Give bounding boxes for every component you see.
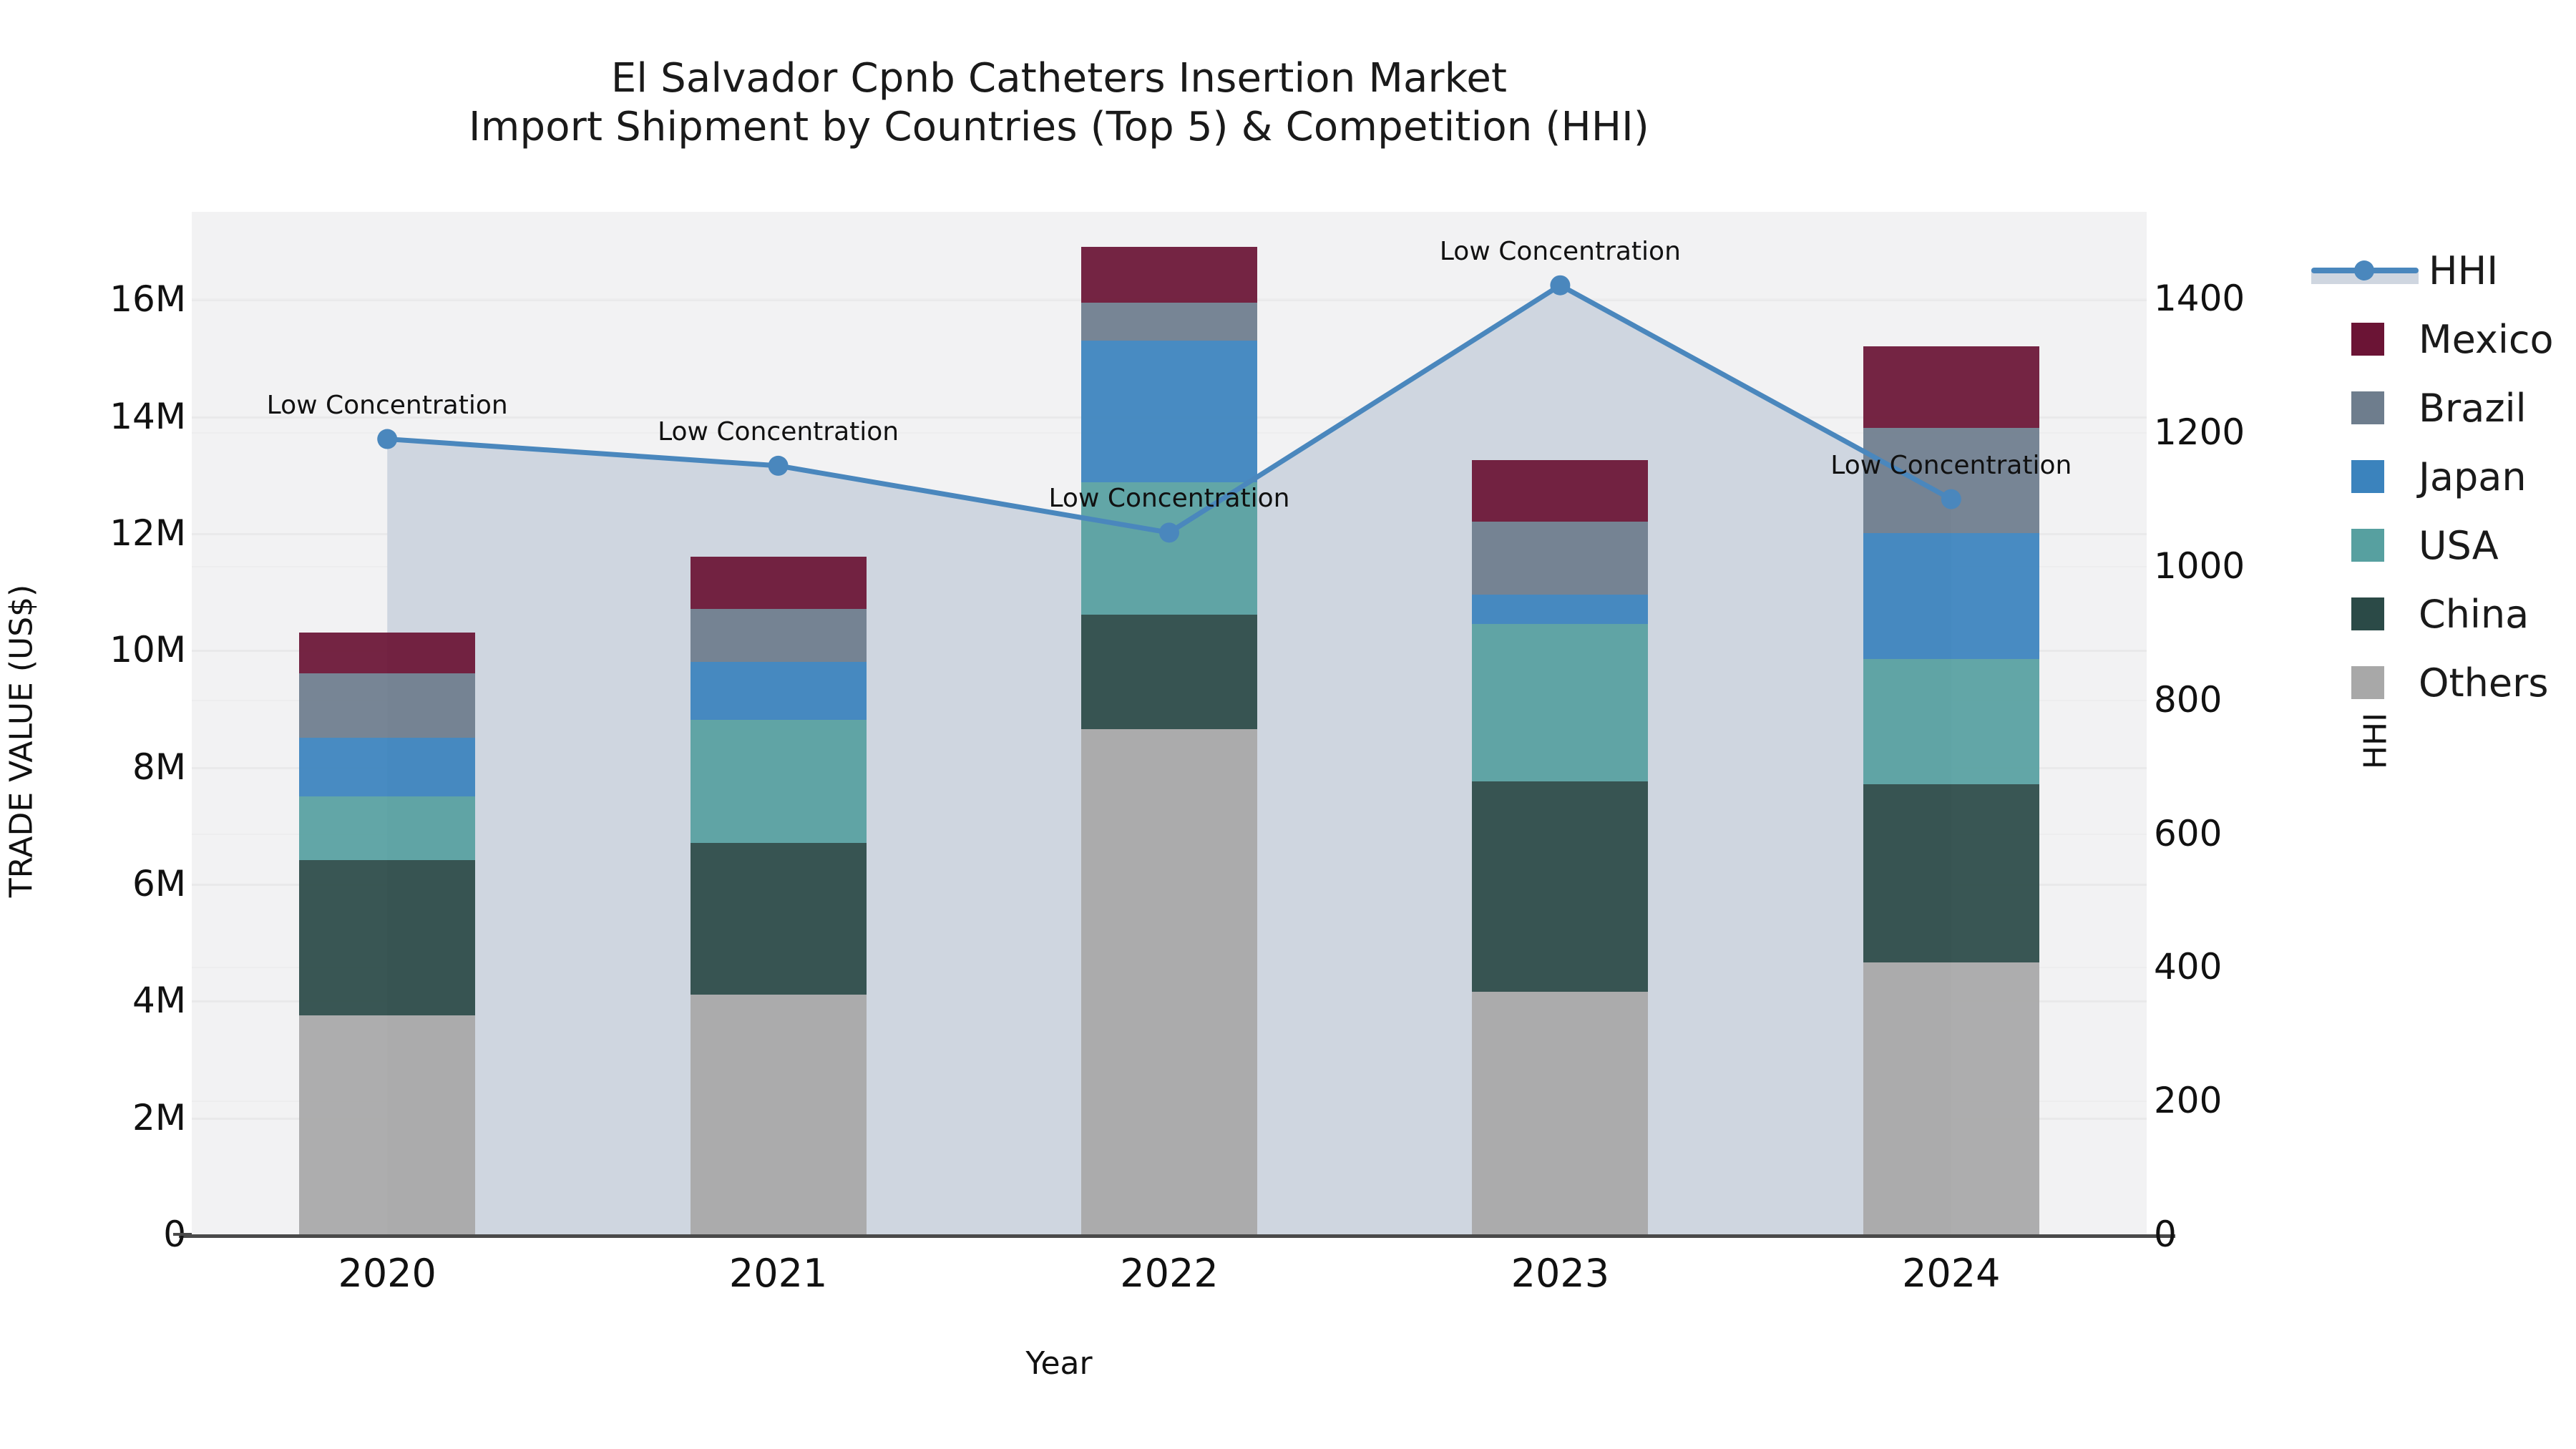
bar-segment-mexico-2021[interactable] <box>690 556 867 610</box>
y-tick-label-6: 12M <box>109 512 186 555</box>
legend-swatch-others <box>2351 666 2384 699</box>
y2-tick-label-6: 1200 <box>2154 411 2245 454</box>
y2-tick-label-2: 400 <box>2154 946 2223 988</box>
y-tick-label-5: 10M <box>109 629 186 671</box>
y-tick-label-8: 16M <box>109 278 186 321</box>
legend-item-brazil[interactable]: Brazil <box>2311 374 2569 442</box>
y-axis-label: TRADE VALUE (US$) <box>3 584 40 898</box>
bar-segment-brazil-2024[interactable] <box>1863 428 2039 534</box>
bar-segment-china-2021[interactable] <box>690 842 867 995</box>
bar-segment-china-2022[interactable] <box>1081 615 1257 730</box>
bar-segment-japan-2022[interactable] <box>1081 340 1257 483</box>
legend-swatch-japan <box>2351 460 2384 493</box>
legend-label-japan: Japan <box>2419 454 2527 499</box>
legend-dot-icon <box>2354 260 2374 280</box>
legend-item-mexico[interactable]: Mexico <box>2311 305 2569 374</box>
annotation-low-concentration-2020: Low Concentration <box>266 390 508 420</box>
bar-segment-japan-2024[interactable] <box>1863 533 2039 659</box>
bar-segment-brazil-2023[interactable] <box>1472 521 1649 595</box>
chart-title-line1: El Salvador Cpnb Catheters Insertion Mar… <box>610 55 1508 102</box>
chart-title-line2: Import Shipment by Countries (Top 5) & C… <box>469 104 1649 151</box>
legend-item-china[interactable]: China <box>2311 580 2569 648</box>
legend-swatch-mexico <box>2351 323 2384 356</box>
x-axis-label: Year <box>1025 1345 1093 1382</box>
annotation-low-concentration-2022: Low Concentration <box>1048 484 1290 514</box>
legend-swatch-usa <box>2351 529 2384 562</box>
legend-item-others[interactable]: Others <box>2311 648 2569 717</box>
bar-segment-usa-2020[interactable] <box>299 796 476 861</box>
bar-segment-others-2022[interactable] <box>1081 729 1257 1234</box>
annotation-low-concentration-2024: Low Concentration <box>1830 450 2072 480</box>
x-axis-line <box>179 1234 2175 1238</box>
legend-item-usa[interactable]: USA <box>2311 511 2569 580</box>
y-tick-label-3: 6M <box>132 863 186 905</box>
bar-segment-japan-2020[interactable] <box>299 737 476 796</box>
bar-segment-mexico-2022[interactable] <box>1081 246 1257 303</box>
legend-label-usa: USA <box>2419 522 2499 568</box>
legend-swatch-brazil <box>2351 391 2384 424</box>
y-tick-label-1: 2M <box>132 1096 186 1138</box>
bar-segment-china-2024[interactable] <box>1863 784 2039 963</box>
annotation-low-concentration-2021: Low Concentration <box>658 416 899 447</box>
bar-segment-others-2023[interactable] <box>1472 992 1649 1234</box>
bar-segment-china-2020[interactable] <box>299 860 476 1015</box>
y2-tick-label-4: 800 <box>2154 678 2223 721</box>
bar-segment-brazil-2021[interactable] <box>690 609 867 662</box>
bar-segment-mexico-2020[interactable] <box>299 632 476 674</box>
legend-label-others: Others <box>2419 660 2549 706</box>
annotation-low-concentration-2023: Low Concentration <box>1439 236 1681 266</box>
bar-segment-usa-2024[interactable] <box>1863 658 2039 785</box>
y2-tick-label-3: 600 <box>2154 812 2223 854</box>
bar-segment-usa-2023[interactable] <box>1472 623 1649 782</box>
legend-label-mexico: Mexico <box>2419 316 2554 362</box>
y2-tick-label-7: 1400 <box>2154 278 2245 320</box>
bar-segment-mexico-2023[interactable] <box>1472 460 1649 522</box>
y-tick-label-4: 8M <box>132 746 186 788</box>
legend-line-marker-icon <box>2311 254 2419 287</box>
y-tick-mark-0 <box>173 1233 192 1236</box>
y-tick-label-7: 14M <box>109 395 186 437</box>
bar-segment-others-2024[interactable] <box>1863 962 2039 1234</box>
bar-segment-others-2021[interactable] <box>690 995 867 1234</box>
bar-segment-others-2020[interactable] <box>299 1015 476 1234</box>
y-tick-label-0: 0 <box>163 1214 186 1255</box>
legend-label-brazil: Brazil <box>2419 385 2527 431</box>
legend-label-china: China <box>2419 591 2529 637</box>
bar-segment-mexico-2024[interactable] <box>1863 346 2039 429</box>
x-tick-label-2023: 2023 <box>1511 1251 1610 1296</box>
legend-item-hhi[interactable]: HHI <box>2311 236 2569 305</box>
bar-segment-china-2023[interactable] <box>1472 781 1649 992</box>
x-tick-label-2021: 2021 <box>728 1251 828 1296</box>
legend-label-hhi: HHI <box>2429 248 2499 293</box>
bar-segment-brazil-2020[interactable] <box>299 673 476 738</box>
x-tick-label-2022: 2022 <box>1120 1251 1219 1296</box>
y-tick-label-2: 4M <box>132 980 186 1022</box>
bar-segment-brazil-2022[interactable] <box>1081 302 1257 341</box>
legend: HHI Mexico Brazil Japan USA China Others <box>2311 236 2569 717</box>
bar-segment-japan-2023[interactable] <box>1472 594 1649 624</box>
y2-tick-label-5: 1000 <box>2154 545 2245 587</box>
bar-segment-usa-2021[interactable] <box>690 720 867 843</box>
x-tick-label-2020: 2020 <box>338 1251 436 1296</box>
chart-title: El Salvador Cpnb Catheters Insertion Mar… <box>0 54 2118 152</box>
y2-tick-label-1: 200 <box>2154 1080 2223 1122</box>
x-tick-label-2024: 2024 <box>1902 1251 2001 1296</box>
y2-tick-label-0: 0 <box>2154 1214 2177 1255</box>
bar-segment-japan-2021[interactable] <box>690 661 867 721</box>
legend-swatch-china <box>2351 597 2384 630</box>
legend-item-japan[interactable]: Japan <box>2311 442 2569 511</box>
